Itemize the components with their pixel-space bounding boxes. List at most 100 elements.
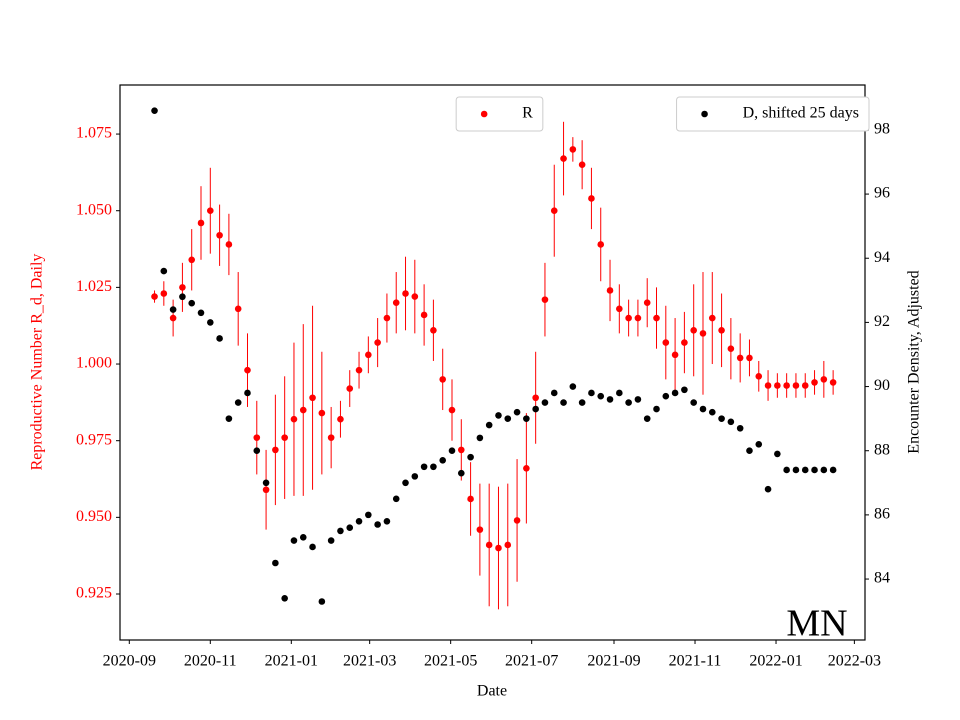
y2-tick-label: 94 — [874, 249, 890, 266]
data-point — [207, 207, 214, 215]
data-point — [643, 415, 651, 422]
data-point — [811, 379, 818, 386]
data-point — [532, 405, 539, 413]
data-point — [523, 415, 530, 422]
data-point — [560, 399, 567, 406]
data-point — [225, 415, 233, 422]
data-point — [690, 327, 697, 334]
data-point — [550, 207, 558, 215]
data-point — [569, 146, 577, 153]
data-point — [476, 434, 484, 442]
data-point — [374, 339, 381, 346]
data-point — [662, 392, 670, 400]
data-point — [476, 526, 484, 533]
data-point — [169, 314, 177, 322]
y-tick-label: 1.050 — [76, 201, 112, 218]
y2-tick-label: 86 — [874, 506, 890, 523]
x-tick-label: 2022-01 — [749, 653, 802, 670]
data-point — [634, 396, 642, 403]
data-point — [188, 299, 196, 307]
x-tick-label: 2021-01 — [265, 653, 318, 670]
data-point — [634, 314, 642, 322]
y2-tick-label: 98 — [874, 121, 890, 138]
data-point — [299, 406, 307, 414]
data-point — [179, 293, 186, 301]
data-point — [801, 382, 809, 389]
data-point — [160, 290, 168, 297]
annotation: MN — [786, 603, 847, 645]
legend-label: R — [522, 105, 533, 122]
y-tick-label: 0.925 — [76, 585, 112, 602]
data-point — [346, 524, 354, 532]
data-point — [365, 511, 372, 519]
data-point — [262, 486, 270, 494]
x-tick-label: 2021-07 — [505, 653, 558, 670]
data-point — [457, 469, 465, 477]
data-point — [681, 339, 688, 346]
y2-tick-label: 84 — [874, 570, 890, 587]
data-point — [262, 479, 270, 487]
data-point — [792, 382, 800, 389]
data-point — [820, 376, 828, 383]
data-point — [337, 527, 344, 535]
data-point — [643, 299, 651, 307]
data-point — [392, 495, 400, 503]
data-point — [151, 293, 158, 300]
data-point — [439, 376, 447, 383]
y2-tick-label: 92 — [874, 313, 890, 330]
data-point — [718, 327, 725, 334]
data-point — [160, 267, 168, 275]
x-tick-label: 2021-03 — [343, 653, 396, 670]
data-point — [588, 389, 595, 397]
data-point — [764, 485, 772, 493]
data-point — [234, 399, 242, 406]
data-point — [569, 383, 577, 390]
data-point — [411, 293, 419, 300]
data-point — [197, 309, 205, 317]
data-point — [430, 327, 437, 334]
data-point — [727, 418, 735, 426]
data-point — [783, 382, 790, 389]
y2-tick-label: 96 — [874, 185, 890, 202]
data-point — [746, 354, 753, 362]
plot-frame — [119, 84, 866, 641]
data-point — [485, 541, 493, 549]
data-point — [485, 421, 493, 429]
data-point — [681, 386, 688, 394]
data-point — [792, 466, 800, 474]
data-point — [755, 372, 763, 380]
x-tick-label: 2020-11 — [184, 653, 237, 670]
data-point — [188, 256, 196, 264]
data-point — [216, 335, 223, 342]
data-point — [690, 399, 697, 406]
data-point — [244, 366, 251, 374]
data-point — [448, 447, 456, 455]
data-point — [625, 399, 632, 406]
data-point — [457, 446, 465, 454]
data-point — [402, 290, 409, 297]
data-point — [439, 457, 447, 464]
data-point — [578, 399, 586, 406]
data-point — [820, 466, 828, 474]
data-point — [467, 495, 474, 503]
data-point — [662, 339, 670, 346]
data-point — [234, 305, 242, 313]
data-point — [671, 389, 679, 397]
data-point — [671, 351, 679, 359]
data-point — [216, 231, 223, 239]
data-point — [504, 541, 512, 549]
data-point — [290, 415, 298, 423]
data-point — [281, 594, 288, 602]
legend-label: D, shifted 25 days — [743, 105, 859, 122]
data-point — [653, 314, 660, 322]
data-point — [355, 518, 363, 525]
data-point — [736, 424, 744, 432]
data-point — [244, 389, 251, 397]
data-point — [699, 330, 707, 337]
y2-tick-label: 88 — [874, 441, 890, 458]
data-point — [541, 399, 549, 406]
data-point — [625, 314, 632, 322]
y2-tick-label: 90 — [874, 377, 890, 394]
data-point — [420, 463, 428, 471]
